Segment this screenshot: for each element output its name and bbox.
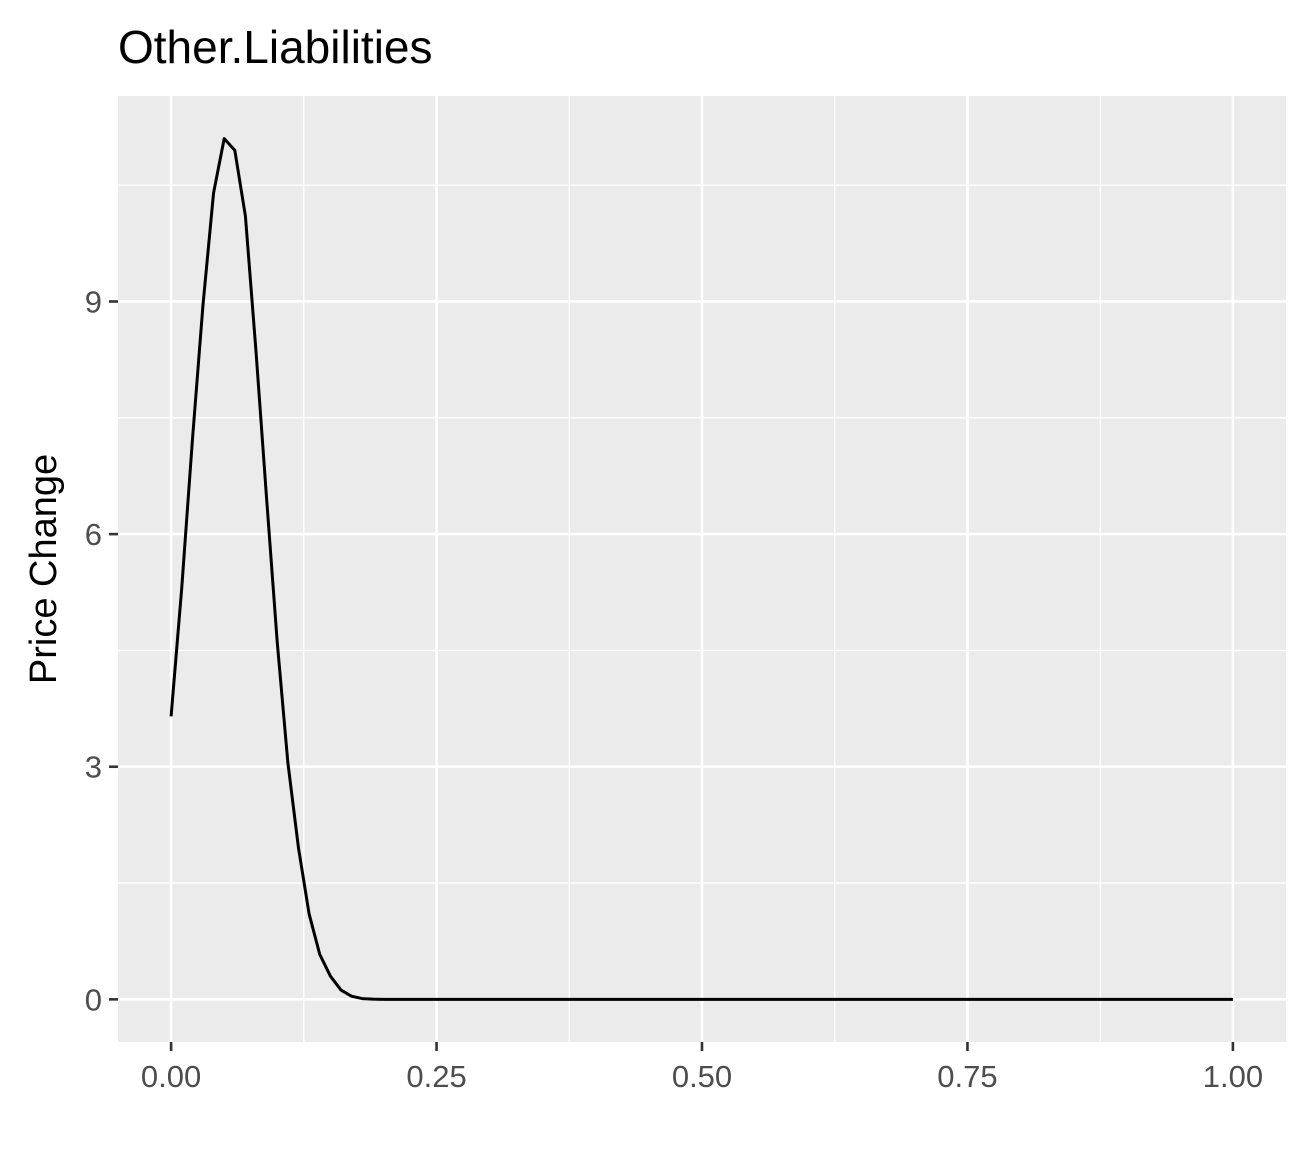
- chart-title: Other.Liabilities: [118, 21, 433, 73]
- y-axis: 0 3 6 9: [85, 284, 118, 1017]
- x-tick-label: 0.75: [937, 1059, 997, 1094]
- series-line: [169, 137, 1233, 1001]
- y-tick-label: 0: [85, 982, 102, 1017]
- x-tick-label: 1.00: [1203, 1059, 1263, 1094]
- y-tick-label: 9: [85, 284, 102, 319]
- x-tick-label: 0.50: [672, 1059, 732, 1094]
- x-tick-label: 0.25: [406, 1059, 466, 1094]
- x-axis: 0.00 0.25 0.50 0.75 1.00: [141, 1042, 1263, 1094]
- y-axis-title: Price Change: [23, 454, 65, 684]
- y-tick-label: 3: [85, 750, 102, 785]
- x-tick-label: 0.00: [141, 1059, 201, 1094]
- y-tick-label: 6: [85, 517, 102, 552]
